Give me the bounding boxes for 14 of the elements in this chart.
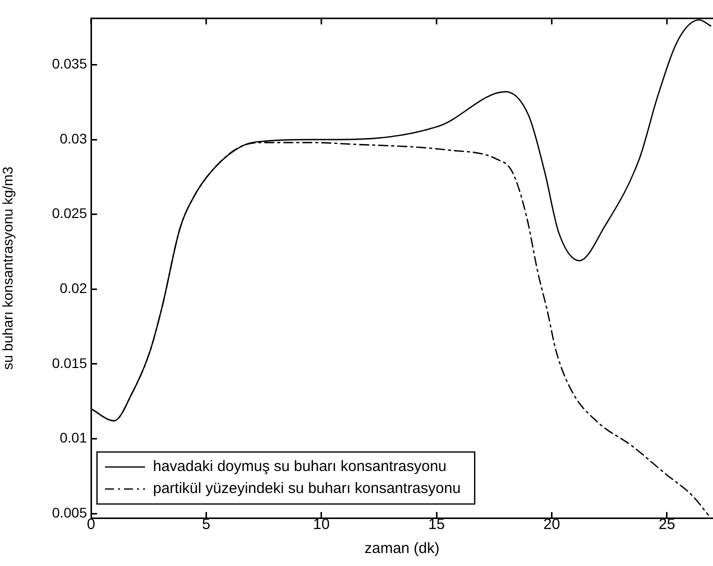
x-axis-title: zaman (dk): [364, 540, 440, 558]
y-tick-label: 0.025: [52, 205, 88, 222]
y-tick-label: 0.015: [52, 354, 88, 371]
y-tick-label: 0.035: [52, 56, 88, 72]
x-tick-label: 10: [313, 516, 330, 534]
x-tick-label: 20: [543, 516, 560, 534]
legend-label: havadaki doymuş su buharı konsantrasyonu: [153, 458, 447, 476]
y-tick-label: 0.02: [60, 280, 88, 296]
legend-label: partikül yüzeyindeki su buharı konsantrasyonu: [153, 480, 461, 498]
y-tick-label: 0.01: [60, 430, 88, 446]
x-tick-label: 0: [86, 516, 96, 534]
y-tick-label: 0.03: [60, 130, 88, 146]
y-axis-title: su buharı konsantrasyonu kg/m3: [0, 166, 16, 370]
y-tick-label: 0.005: [52, 504, 88, 520]
